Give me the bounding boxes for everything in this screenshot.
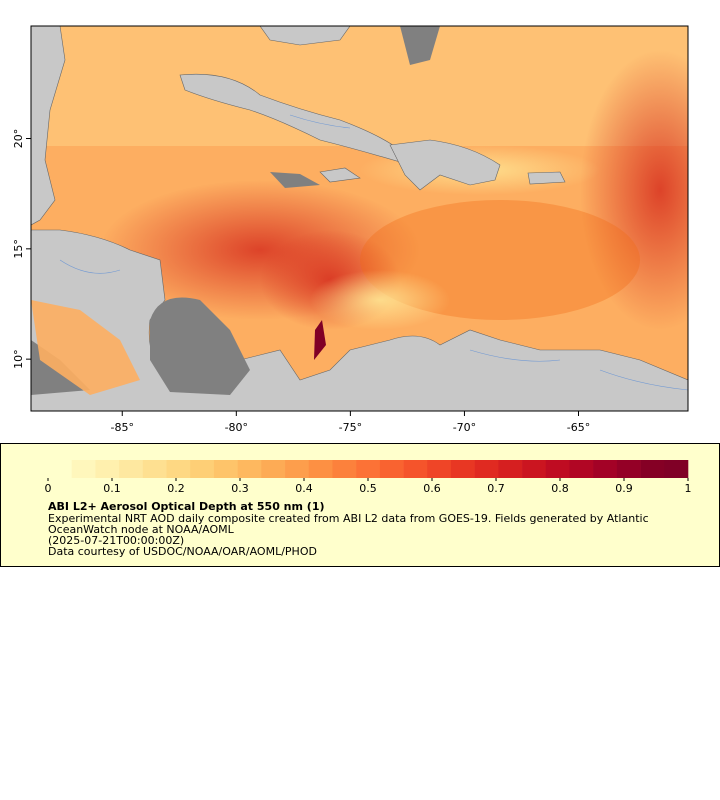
colorbar-swatch <box>71 460 96 478</box>
colorbar-swatch <box>427 460 452 478</box>
x-tick-label: -80° <box>225 421 248 434</box>
y-tick-label: 10° <box>12 349 25 369</box>
colorbar-swatch <box>237 460 262 478</box>
colorbar-tick-label: 0.2 <box>167 482 185 495</box>
legend-line: Data courtesy of USDOC/NOAA/OAR/AOML/PHO… <box>48 545 317 558</box>
colorbar-swatch <box>640 460 665 478</box>
colorbar-swatch <box>379 460 404 478</box>
colorbar-tick-label: 0.6 <box>423 482 441 495</box>
legend-line: Experimental NRT AOD daily composite cre… <box>48 512 649 525</box>
colorbar-tick-label: 0.3 <box>231 482 249 495</box>
colorbar-swatch <box>261 460 286 478</box>
colorbar-swatch <box>545 460 570 478</box>
x-tick-label: -75° <box>339 421 362 434</box>
colorbar-swatch <box>356 460 381 478</box>
legend-line: (2025-07-21T00:00:00Z) <box>48 534 184 547</box>
colorbar-tick-label: 0.4 <box>295 482 313 495</box>
x-tick-label: -65° <box>567 421 590 434</box>
x-tick-label: -85° <box>111 421 134 434</box>
y-tick-label: 15° <box>12 239 25 259</box>
colorbar-tick-label: 1 <box>685 482 692 495</box>
x-tick-label: -70° <box>453 421 476 434</box>
legend-line: OceanWatch node at NOAA/AOML <box>48 523 235 536</box>
colorbar-tick-label: 0.8 <box>551 482 569 495</box>
colorbar-tick-label: 0 <box>45 482 52 495</box>
colorbar-swatch <box>142 460 167 478</box>
legend-title: ABI L2+ Aerosol Optical Depth at 550 nm … <box>48 500 325 513</box>
colorbar-swatch <box>474 460 499 478</box>
colorbar-swatch <box>522 460 547 478</box>
colorbar-swatch <box>48 460 73 478</box>
colorbar-swatch <box>593 460 618 478</box>
colorbar-swatch <box>308 460 333 478</box>
map-frame <box>30 25 689 412</box>
colorbar-swatch <box>569 460 594 478</box>
y-tick-label: 20° <box>12 129 25 149</box>
colorbar-swatch <box>498 460 523 478</box>
colorbar-swatch <box>190 460 215 478</box>
map-image <box>31 26 688 411</box>
colorbar-swatch <box>332 460 357 478</box>
colorbar-tick-label: 0.1 <box>103 482 121 495</box>
colorbar-swatch <box>403 460 428 478</box>
colorbar-swatch <box>119 460 144 478</box>
colorbar-tick-label: 0.7 <box>487 482 505 495</box>
colorbar-swatch <box>664 460 689 478</box>
colorbar-swatch <box>213 460 238 478</box>
colorbar-tick-label: 0.5 <box>359 482 377 495</box>
colorbar-swatch <box>95 460 120 478</box>
colorbar-swatch <box>166 460 191 478</box>
colorbar-swatch <box>616 460 641 478</box>
colorbar-tick-label: 0.9 <box>615 482 633 495</box>
colorbar-swatch <box>285 460 310 478</box>
colorbar-swatch <box>450 460 475 478</box>
